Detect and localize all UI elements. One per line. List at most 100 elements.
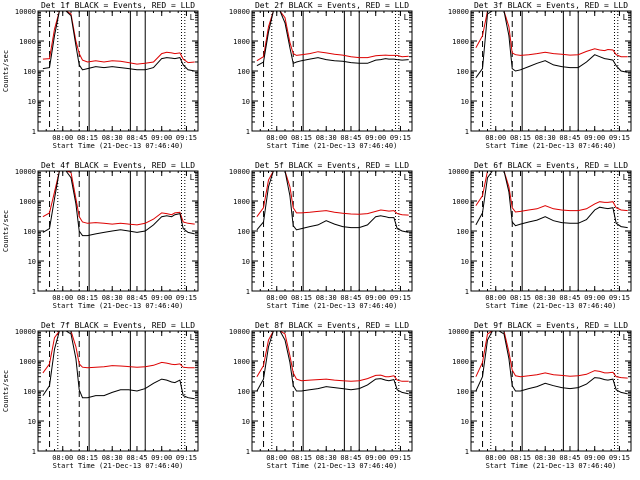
- detector-panel: Det 1f BLACK = Events, RED = LLD 1 10 100 10…: [2, 1, 199, 150]
- y-tick-label: 1000: [19, 358, 36, 366]
- x-tick-label: 08:45: [126, 294, 147, 302]
- corner-label: L: [623, 333, 628, 342]
- y-tick-label: 1000: [19, 38, 36, 46]
- x-tick-label: 08:45: [340, 454, 361, 462]
- x-tick-label: 08:00: [266, 134, 287, 142]
- events-series-line: [42, 170, 195, 237]
- x-axis-label: Start Time (21-Dec-13 07:46:40): [267, 462, 398, 470]
- y-tick-label: 10000: [229, 168, 250, 176]
- y-tick-label: 1000: [452, 198, 469, 206]
- panel-title: Det 7f BLACK = Events, RED = LLD: [41, 321, 195, 330]
- lld-series-line: [475, 170, 628, 213]
- x-tick-label: 08:45: [340, 294, 361, 302]
- lld-series-line: [475, 330, 628, 379]
- detector-panel: Det 6f BLACK = Events, RED = LLD 1 10 100 10…: [448, 161, 632, 310]
- plot-frame: [251, 10, 413, 132]
- panel-title: Det 9f BLACK = Events, RED = LLD: [474, 321, 628, 330]
- x-tick-label: 08:45: [126, 134, 147, 142]
- corner-label: L: [190, 13, 195, 22]
- panel-title: Det 3f BLACK = Events, RED = LLD: [474, 1, 628, 10]
- y-tick-label: 100: [23, 68, 36, 76]
- x-tick-label: 09:15: [609, 134, 630, 142]
- y-tick-label: 10000: [229, 8, 250, 16]
- y-tick-label: 100: [456, 228, 469, 236]
- y-tick-label: 10000: [448, 168, 469, 176]
- detector-panel: Det 4f BLACK = Events, RED = LLD 1 10 100 10…: [2, 161, 199, 310]
- detector-panel: Det 7f BLACK = Events, RED = LLD 1 10 100 10…: [2, 321, 199, 470]
- x-tick-label: 09:15: [609, 294, 630, 302]
- x-tick-label: 08:30: [535, 134, 556, 142]
- x-tick-label: 09:00: [365, 134, 386, 142]
- x-tick-label: 08:15: [77, 454, 98, 462]
- x-tick-label: 08:15: [77, 294, 98, 302]
- x-tick-label: 09:15: [609, 454, 630, 462]
- x-tick-label: 08:15: [291, 294, 312, 302]
- y-tick-label: 10: [28, 98, 36, 106]
- corner-label: L: [623, 13, 628, 22]
- plot-frame: [37, 10, 199, 132]
- y-tick-label: 10000: [15, 168, 36, 176]
- x-tick-label: 09:00: [584, 134, 605, 142]
- detector-panel: Det 9f BLACK = Events, RED = LLD 1 10 100 10…: [448, 321, 632, 470]
- x-axis-label: Start Time (21-Dec-13 07:46:40): [486, 302, 617, 310]
- x-tick-label: 08:30: [535, 454, 556, 462]
- events-series-line: [256, 330, 409, 395]
- x-tick-label: 08:15: [510, 294, 531, 302]
- y-tick-label: 1000: [233, 38, 250, 46]
- y-axis-label: Counts/sec: [2, 210, 10, 252]
- x-tick-label: 08:30: [535, 294, 556, 302]
- x-tick-label: 08:30: [102, 294, 123, 302]
- corner-label: L: [190, 333, 195, 342]
- y-tick-label: 10000: [15, 8, 36, 16]
- y-tick-label: 100: [456, 388, 469, 396]
- y-tick-label: 1000: [233, 198, 250, 206]
- y-tick-label: 1: [246, 288, 250, 296]
- y-axis-label: Counts/sec: [2, 50, 10, 92]
- x-tick-label: 08:00: [52, 294, 73, 302]
- y-tick-label: 10: [28, 258, 36, 266]
- panel-title: Det 4f BLACK = Events, RED = LLD: [41, 161, 195, 170]
- x-tick-label: 08:15: [291, 134, 312, 142]
- x-axis-label: Start Time (21-Dec-13 07:46:40): [486, 142, 617, 150]
- y-tick-label: 1: [465, 448, 469, 456]
- y-tick-label: 10000: [15, 328, 36, 336]
- events-series-line: [475, 170, 628, 229]
- x-tick-label: 08:15: [510, 454, 531, 462]
- x-tick-label: 08:00: [266, 294, 287, 302]
- corner-label: L: [404, 173, 409, 182]
- detector-panel: Det 8f BLACK = Events, RED = LLD 1 10 100 10…: [229, 321, 413, 470]
- lld-series-line: [256, 170, 409, 217]
- x-tick-label: 08:45: [559, 294, 580, 302]
- events-series-line: [475, 330, 628, 395]
- plot-frame: [470, 330, 632, 452]
- x-tick-label: 08:15: [510, 134, 531, 142]
- y-tick-label: 10: [461, 258, 469, 266]
- lld-series-line: [256, 330, 409, 382]
- lld-series-line: [42, 10, 195, 65]
- events-series-line: [475, 10, 628, 78]
- x-tick-label: 08:30: [102, 134, 123, 142]
- y-tick-label: 1: [465, 288, 469, 296]
- y-tick-label: 1: [32, 288, 36, 296]
- plot-frame: [37, 170, 199, 292]
- x-axis-label: Start Time (21-Dec-13 07:46:40): [53, 142, 184, 150]
- y-tick-label: 1: [32, 128, 36, 136]
- x-tick-label: 09:15: [176, 134, 197, 142]
- x-tick-label: 08:15: [77, 134, 98, 142]
- y-tick-label: 10: [461, 98, 469, 106]
- plot-frame: [470, 170, 632, 292]
- x-tick-label: 09:00: [151, 294, 172, 302]
- y-tick-label: 10000: [448, 8, 469, 16]
- plot-frame: [470, 10, 632, 132]
- x-tick-label: 08:00: [485, 454, 506, 462]
- x-tick-label: 08:45: [340, 134, 361, 142]
- y-tick-label: 1: [246, 448, 250, 456]
- y-tick-label: 1: [32, 448, 36, 456]
- y-tick-label: 1: [246, 128, 250, 136]
- x-tick-label: 08:30: [316, 454, 337, 462]
- detector-panel: Det 2f BLACK = Events, RED = LLD 1 10 100 10…: [229, 1, 413, 150]
- y-tick-label: 1: [465, 128, 469, 136]
- x-tick-label: 08:00: [52, 454, 73, 462]
- x-tick-label: 08:45: [559, 454, 580, 462]
- plot-frame: [251, 170, 413, 292]
